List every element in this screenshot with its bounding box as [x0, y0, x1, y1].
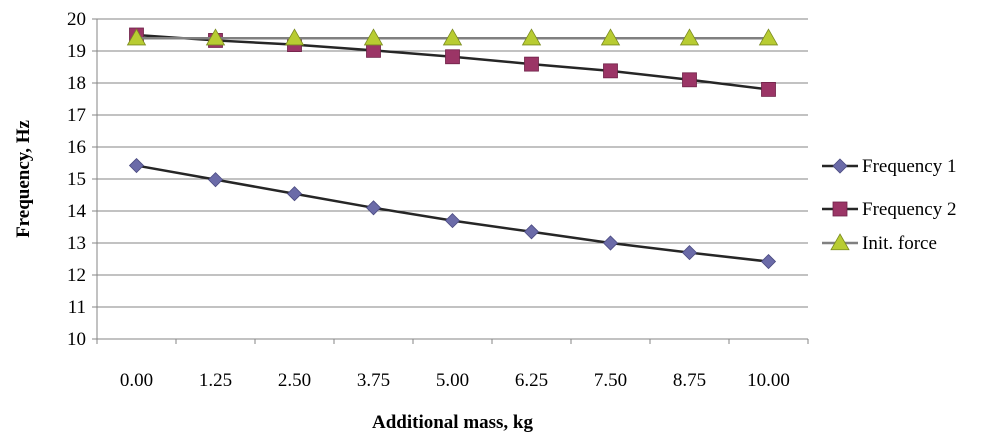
- legend-marker: [832, 158, 848, 174]
- data-point: [444, 213, 461, 229]
- y-tick-label: 17: [67, 105, 86, 126]
- y-tick-label: 14: [67, 201, 87, 222]
- y-tick-label: 18: [67, 73, 86, 94]
- data-point: [760, 253, 777, 270]
- legend-marker: [832, 201, 848, 217]
- data-point: [681, 245, 698, 261]
- data-point: [128, 157, 145, 174]
- y-tick-label: 10: [67, 329, 86, 350]
- series-2: [126, 28, 779, 46]
- data-point: [600, 28, 621, 46]
- x-tick-labels: 0.00 1.25 2.50 3.75 5.00 6.25 7.50 8.75 10.00: [120, 370, 790, 391]
- legend-item: Frequency 2: [822, 199, 956, 220]
- data-point: [521, 28, 542, 46]
- x-tick-label: 3.75: [357, 370, 390, 391]
- data-point: [126, 28, 147, 46]
- y-tick-label: 11: [68, 297, 86, 318]
- legend-item: Frequency 1: [822, 156, 956, 177]
- x-tick-label: 0.00: [120, 370, 153, 391]
- y-tick-label: 15: [67, 169, 86, 190]
- data-point: [524, 56, 539, 72]
- data-point: [363, 28, 384, 46]
- legend-label: Frequency 2: [862, 199, 956, 220]
- x-tick-label: 10.00: [747, 370, 790, 391]
- data-point: [366, 42, 381, 58]
- y-tick-label: 12: [67, 265, 86, 286]
- y-axis-title: Frequency, Hz: [13, 120, 34, 238]
- data-point: [523, 224, 540, 240]
- y-tick-label: 13: [67, 233, 86, 254]
- x-tick-label: 2.50: [278, 370, 311, 391]
- data-point: [761, 82, 776, 97]
- legend-marker: [830, 233, 850, 251]
- data-point: [205, 28, 226, 46]
- data-point: [207, 172, 224, 188]
- data-point: [679, 28, 700, 46]
- x-tick-label: 8.75: [673, 370, 706, 391]
- y-tick-label: 20: [67, 9, 86, 30]
- data-point: [286, 186, 303, 202]
- legend-label: Frequency 1: [862, 156, 956, 177]
- data-point: [603, 63, 618, 79]
- series-0: [128, 157, 777, 270]
- data-point: [758, 28, 779, 46]
- data-point: [442, 28, 463, 46]
- x-axis-title: Additional mass, kg: [372, 412, 534, 433]
- data-point: [365, 200, 382, 216]
- data-point: [284, 28, 305, 46]
- legend-item: Init. force: [822, 233, 937, 254]
- data-point: [682, 72, 697, 88]
- axes: [92, 18, 809, 344]
- x-tick-label: 7.50: [594, 370, 627, 391]
- legend-label: Init. force: [862, 233, 937, 254]
- y-tick-label: 19: [67, 41, 86, 62]
- x-tick-label: 5.00: [436, 370, 469, 391]
- series: [126, 27, 779, 270]
- legend: Frequency 1 Frequency 2 Init. force: [822, 156, 956, 254]
- data-point: [445, 49, 460, 65]
- x-tick-label: 6.25: [515, 370, 548, 391]
- x-tick-label: 1.25: [199, 370, 232, 391]
- y-tick-labels: 10 11 12 13 14 15 16 17 18 19 20: [67, 9, 87, 350]
- y-tick-label: 16: [67, 137, 86, 158]
- data-point: [602, 235, 619, 251]
